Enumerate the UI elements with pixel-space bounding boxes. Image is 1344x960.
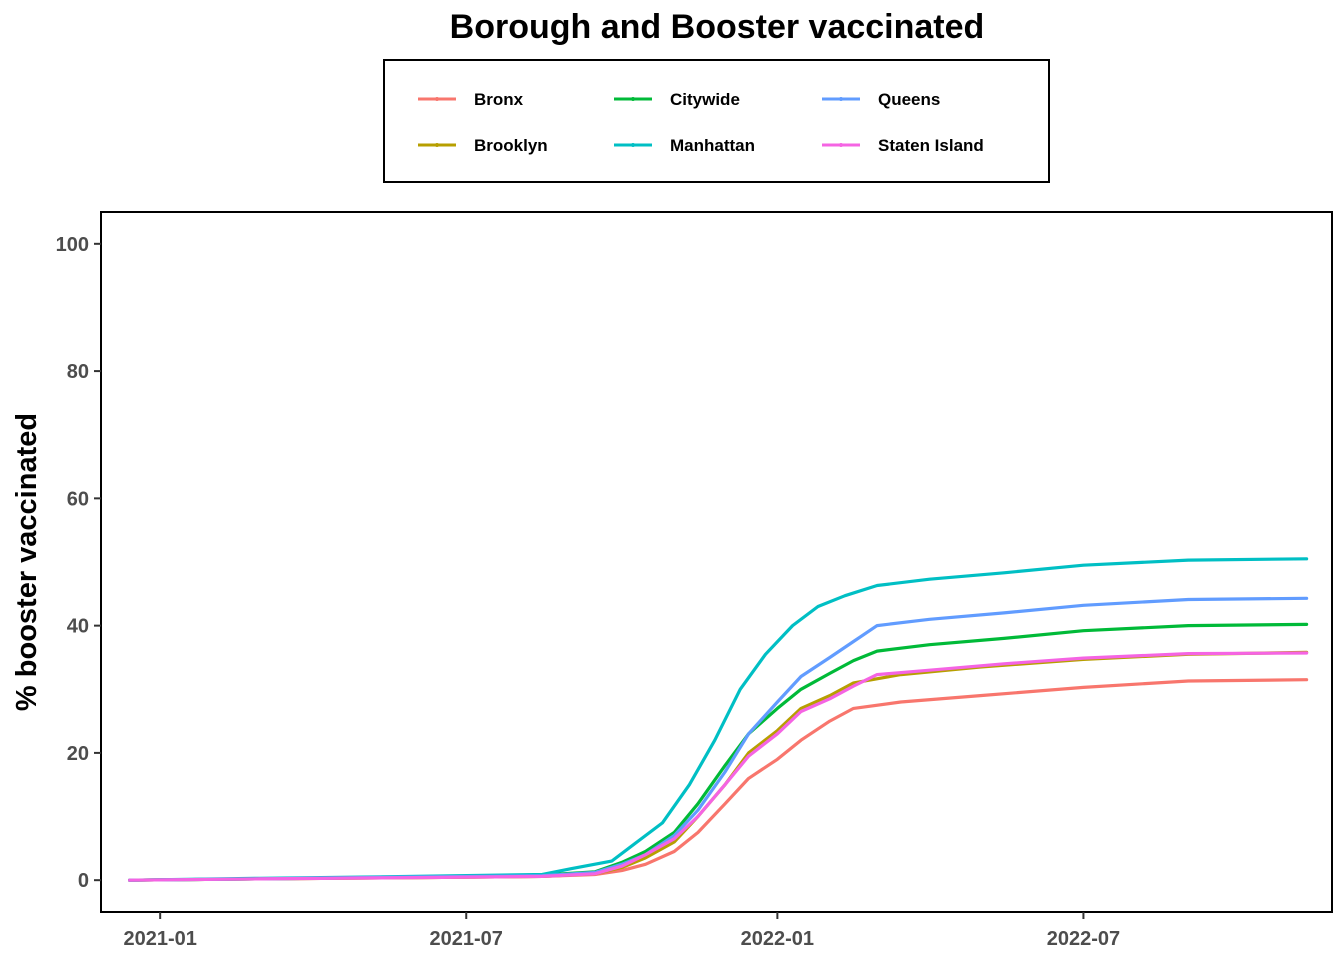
x-tick-label: 2021-07 [430, 928, 503, 950]
legend-key-dot-staten-island [839, 143, 843, 147]
legend-label-queens: Queens [878, 90, 940, 109]
x-axis: 2021-01 2021-07 2022-01 2022-07 [123, 912, 1120, 950]
legend-key-dot-bronx [435, 97, 439, 101]
x-tick-label: 2021-01 [123, 928, 196, 950]
legend-key-dot-brooklyn [435, 143, 439, 147]
x-tick-label: 2022-01 [741, 928, 814, 950]
legend-box [383, 59, 1050, 183]
legend-label-brooklyn: Brooklyn [474, 136, 548, 155]
legend-key-dot-manhattan [631, 143, 635, 147]
legend-label-staten-island: Staten Island [878, 136, 984, 155]
series-lines [128, 557, 1309, 882]
y-axis-label: % booster vaccinated [11, 413, 43, 711]
y-tick-label: 80 [67, 361, 89, 383]
y-tick-label: 40 [67, 616, 89, 638]
y-tick-label: 60 [67, 488, 89, 510]
legend: Bronx Brooklyn Citywide Manhattan Queens Stat… [383, 59, 1050, 183]
y-tick-label: 100 [56, 234, 89, 256]
series-line-staten-island [128, 651, 1309, 882]
legend-key-dot-citywide [631, 97, 635, 101]
legend-label-citywide: Citywide [670, 90, 740, 109]
y-tick-label: 0 [78, 870, 89, 892]
legend-label-bronx: Bronx [474, 90, 524, 109]
x-tick-label: 2022-07 [1047, 928, 1120, 950]
chart-title: Borough and Booster vaccinated [450, 8, 985, 46]
series-line-manhattan [128, 557, 1309, 882]
y-tick-label: 20 [67, 743, 89, 765]
legend-key-dot-queens [839, 97, 843, 101]
y-axis: 0 20 40 60 80 100 [56, 234, 101, 892]
legend-label-manhattan: Manhattan [670, 136, 755, 155]
